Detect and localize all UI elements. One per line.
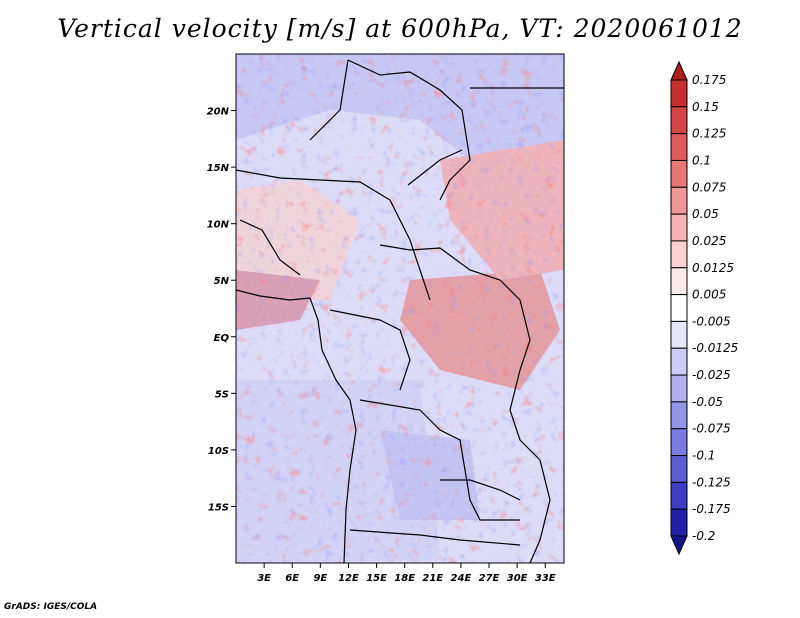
colorbar-label: -0.005 xyxy=(692,314,731,328)
map-field xyxy=(236,54,564,563)
colorbar-segment xyxy=(670,79,688,108)
colorbar-segment xyxy=(670,213,688,242)
lon-tick-label: 15E xyxy=(366,573,387,584)
colorbar-segment xyxy=(670,267,688,296)
colorbar-segment xyxy=(670,455,688,483)
lat-tick-label: 20N xyxy=(207,107,230,118)
lat-tick-label: 15N xyxy=(207,163,230,174)
colorbar-segment xyxy=(670,428,688,457)
colorbar-label: 0.15 xyxy=(692,100,719,114)
colorbar-label: 0.005 xyxy=(692,288,726,302)
longitude-axis: 3E 6E 9E 12E 15E 18E 21E 24E 27E 30E 33E xyxy=(257,563,556,584)
lat-tick-label: 10S xyxy=(208,446,229,457)
colorbar-top-arrow xyxy=(670,60,688,81)
colorbar-segment xyxy=(670,240,688,269)
colorbar-segment xyxy=(670,106,688,135)
colorbar-label: -0.0125 xyxy=(692,341,738,355)
colorbar: 0.175 0.15 0.125 0.1 0.075 0.05 0.025 0.0125 0.0… xyxy=(670,60,738,556)
colorbar-segment xyxy=(670,401,688,430)
lon-tick-label: 24E xyxy=(451,573,472,584)
lat-tick-label: 10N xyxy=(207,220,230,231)
lon-tick-label: 27E xyxy=(479,573,500,584)
lat-tick-label: 5N xyxy=(214,276,230,287)
colorbar-label: -0.05 xyxy=(692,395,723,409)
colorbar-label: -0.075 xyxy=(692,422,731,436)
colorbar-label: 0.075 xyxy=(692,180,726,194)
colorbar-bottom-arrow xyxy=(670,535,688,556)
colorbar-label: 0.175 xyxy=(692,73,726,87)
colorbar-label: -0.125 xyxy=(692,475,731,489)
lon-tick-label: 3E xyxy=(257,573,271,584)
latitude-axis: 20N 15N 10N 5N EQ 5S 10S 15S xyxy=(207,107,236,513)
colorbar-segment xyxy=(670,133,688,161)
colorbar-label: 0.05 xyxy=(692,207,719,221)
colorbar-label: 0.1 xyxy=(692,153,711,167)
colorbar-label: -0.025 xyxy=(692,368,731,382)
colorbar-label: 0.0125 xyxy=(692,261,734,275)
lon-tick-label: 6E xyxy=(285,573,299,584)
colorbar-label: -0.1 xyxy=(692,449,715,463)
lon-tick-label: 33E xyxy=(535,573,556,584)
colorbar-segment xyxy=(670,481,688,510)
colorbar-label: -0.175 xyxy=(692,502,731,516)
colorbar-segment xyxy=(670,320,688,349)
colorbar-segment xyxy=(670,186,688,215)
lat-tick-label: EQ xyxy=(214,333,230,344)
colorbar-segment xyxy=(670,374,688,403)
lon-tick-label: 18E xyxy=(394,573,415,584)
lat-tick-label: 15S xyxy=(208,502,229,513)
figure-title: Vertical velocity [m/s] at 600hPa, VT: 2… xyxy=(57,14,743,43)
colorbar-label: -0.2 xyxy=(692,529,715,543)
colorbar-label: 0.025 xyxy=(692,234,726,248)
lon-tick-label: 12E xyxy=(338,573,359,584)
grads-credit: GrADS: IGES/COLA xyxy=(4,602,98,612)
lon-tick-label: 21E xyxy=(422,573,443,584)
colorbar-label: 0.125 xyxy=(692,127,726,141)
map-frame xyxy=(235,53,565,564)
colorbar-segment xyxy=(670,294,688,322)
colorbar-segment xyxy=(670,347,688,376)
lat-tick-label: 5S xyxy=(215,389,229,400)
colorbar-segment xyxy=(670,508,688,537)
lon-tick-label: 30E xyxy=(507,573,528,584)
lon-tick-label: 9E xyxy=(313,573,327,584)
colorbar-segment xyxy=(670,159,688,188)
